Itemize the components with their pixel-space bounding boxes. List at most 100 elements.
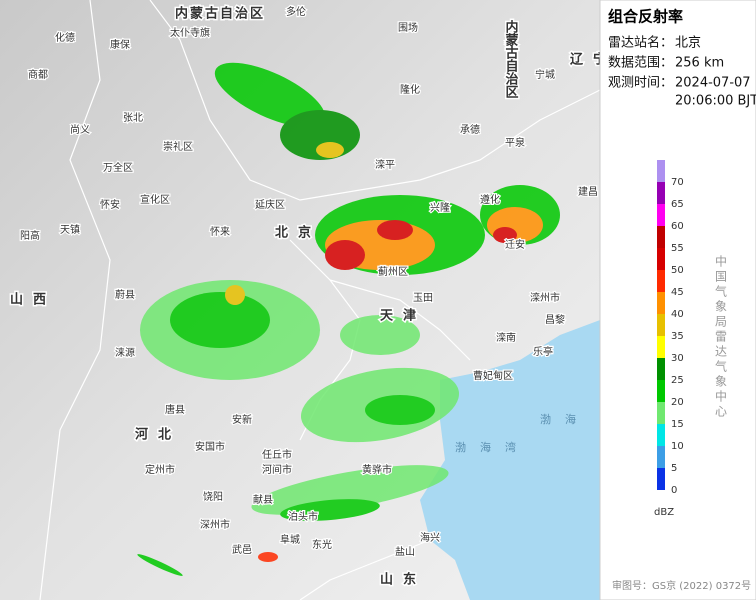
legend-label: 5 [671,463,677,474]
place-label: 围场 [398,21,418,34]
info-label: 数据范围： [608,56,673,71]
legend-label: 20 [671,397,684,408]
place-label: 深州市 [200,518,230,531]
region-label: 河北 [135,427,181,443]
place-label: 玉田 [413,293,433,304]
legend-swatch [657,380,665,402]
place-label: 延庆区 [255,198,285,211]
panel-title: 组合反射率 [608,8,683,26]
legend-swatch [657,402,665,424]
place-label: 怀来 [210,226,230,238]
place-label: 泊头市 [288,510,318,523]
legend-label: 30 [671,353,684,364]
place-label: 宁城 [535,68,555,81]
place-label: 东光 [312,538,332,551]
legend-label: 50 [671,265,684,276]
info-panel: 组合反射率 雷达站名： 北京 数据范围： 256 km 观测时间： 2024-0… [599,0,756,600]
place-label: 迁安 [505,238,525,251]
place-label: 万全区 [103,161,133,174]
place-label: 康保 [110,38,130,51]
place-label: 滦南 [496,331,516,344]
place-label: 兴隆 [430,201,450,214]
place-label: 承德 [460,123,480,136]
info-value: 北京 [675,36,701,51]
place-label: 隆化 [400,83,420,96]
place-label: 蔚县 [115,289,135,301]
place-label: 武邑 [232,543,252,556]
place-label: 化德 [55,31,75,44]
legend-label: 40 [671,309,684,320]
region-label: 山东 [380,572,426,588]
place-label: 涞源 [115,346,135,359]
legend-swatch [657,358,665,380]
legend-label: 55 [671,243,684,254]
place-label: 任丘市 [262,448,292,461]
legend-label: 10 [671,441,684,452]
place-label: 饶阳 [203,490,223,503]
map: 内蒙古自治区 多伦 太仆寺旗 康保 化德 商都 张北 尚义 崇礼区 万全区 怀安… [0,0,616,600]
place-label: 平泉 [505,136,525,149]
legend-swatch [657,270,665,292]
place-label: 尚义 [70,123,90,136]
place-label: 滦州市 [530,291,560,304]
legend-swatch [657,160,665,182]
place-label: 阳高 [20,229,40,242]
place-label: 海兴 [420,531,440,544]
region-label: 内蒙古自治区 [503,19,519,99]
place-label: 唐县 [165,403,185,416]
radar-echoes [137,62,560,576]
legend-swatch [657,424,665,446]
info-value: 256 km [675,56,724,71]
place-label: 商都 [28,68,48,81]
sea-label: 渤海 [540,412,590,426]
place-label: 多伦 [286,5,306,18]
place-label: 安新 [232,413,252,426]
place-label: 曹妃甸区 [473,369,513,382]
region-label: 辽宁 [570,52,616,68]
place-label: 黄骅市 [362,463,392,476]
legend-swatch [657,292,665,314]
legend-swatch [657,204,665,226]
region-label: 内蒙古自治区 [175,6,265,22]
place-label: 盐山 [395,545,415,558]
legend-label: 70 [671,177,684,188]
credit: 中国气象局雷达气象中心 [714,254,728,420]
sea [420,320,600,600]
legend-label: 65 [671,199,684,210]
place-label: 宣化区 [140,193,170,206]
region-label: 山西 [10,292,56,308]
info-label: 雷达站名： [608,35,673,51]
place-label: 昌黎 [545,313,565,326]
place-label: 滦平 [375,158,395,171]
info-value: 20:06:00 BJT [675,94,756,109]
legend-label: 60 [671,221,684,232]
legend-swatch [657,248,665,270]
place-label: 天镇 [60,223,80,236]
place-label: 建昌 [578,185,598,198]
legend-swatch [657,314,665,336]
place-label: 太仆寺旗 [170,26,210,39]
legend-label: 45 [671,287,684,298]
legend-label: 25 [671,375,684,386]
legend-swatch [657,336,665,358]
legend-label: 0 [671,485,677,496]
place-label: 河间市 [262,463,292,476]
place-label: 蓟州区 [378,265,408,278]
panel-bg [599,0,756,600]
region-label: 天津 [380,308,426,324]
map-labels: 内蒙古自治区 多伦 太仆寺旗 康保 化德 商都 张北 尚义 崇礼区 万全区 怀安… [9,4,616,589]
legend-swatch [657,182,665,204]
legend-swatch [657,226,665,248]
footer: 审图号：GS京 (2022) 0372号 [612,579,751,592]
place-label: 乐亭 [533,345,553,358]
legend-label: 35 [671,331,684,342]
info-value: 2024-07-07 [675,76,751,91]
place-label: 定州市 [145,463,175,476]
info-label: 观测时间： [608,76,673,91]
borders [39,0,601,600]
legend-unit: dBZ [654,507,674,518]
place-label: 崇礼区 [163,140,193,153]
